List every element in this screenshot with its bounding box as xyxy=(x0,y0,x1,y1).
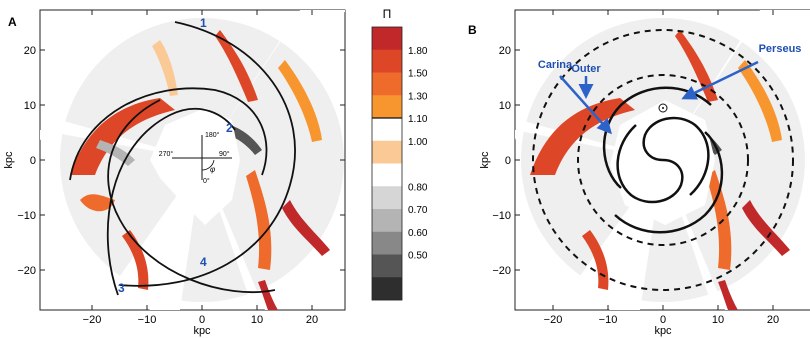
panel-a-map xyxy=(40,10,345,310)
panel-a-y-ticks: 20 10 0 −10 −20 xyxy=(17,45,345,277)
colorbar-label: 1.80 xyxy=(408,46,428,57)
y-tick-label: −20 xyxy=(492,265,511,277)
panel-b-letter: B xyxy=(468,23,477,37)
y-tick-label: −10 xyxy=(492,210,511,222)
panel-b: B xyxy=(468,9,810,337)
colorbar: Π 1.80 1.50 1.30 1.10 1.00 0.80 0.70 0.60 0.50 xyxy=(371,7,428,301)
y-tick-label: 10 xyxy=(24,100,36,112)
colorbar-swatch xyxy=(372,231,402,255)
arm-number-2: 2 xyxy=(226,121,233,135)
y-tick-label: −10 xyxy=(17,210,36,222)
panel-b-y-ticks: 20 10 0 −10 −20 xyxy=(492,45,520,277)
panel-a-letter: A xyxy=(8,15,17,29)
y-tick-label: −20 xyxy=(17,265,36,277)
panel-a-arms xyxy=(69,21,296,296)
colorbar-swatch xyxy=(372,186,402,210)
x-tick-label: −10 xyxy=(138,314,157,326)
y-tick-label: 10 xyxy=(499,100,511,112)
sun-marker-dot xyxy=(662,107,664,109)
panel-b-center-mask xyxy=(610,100,715,225)
colorbar-label: 0.70 xyxy=(408,205,428,216)
panel-b-dashed-rings xyxy=(532,29,794,291)
panel-b-ylabel: kpc xyxy=(479,151,491,169)
arm-number-1: 1 xyxy=(200,16,207,30)
x-tick-label: 0 xyxy=(660,314,666,326)
panel-a-x-ticks: −20 −10 0 10 20 xyxy=(83,10,318,326)
annotation-perseus: Perseus xyxy=(759,43,802,55)
colorbar-labels: 1.80 1.50 1.30 1.10 1.00 0.80 0.70 0.60 0.50 xyxy=(408,46,428,262)
panel-b-xlabel: kpc xyxy=(654,325,672,337)
colorbar-label: 1.10 xyxy=(408,114,428,125)
colorbar-swatch xyxy=(372,72,402,96)
panel-a-ylabel: kpc xyxy=(3,151,15,169)
compass-label-bottom: 0° xyxy=(203,177,210,185)
colorbar-frame xyxy=(371,26,403,301)
compass-label-top: 180° xyxy=(205,131,220,139)
x-tick-label: 0 xyxy=(199,314,205,326)
colorbar-label: 0.50 xyxy=(408,251,428,262)
x-tick-label: −20 xyxy=(544,314,563,326)
colorbar-swatch xyxy=(372,118,402,142)
y-tick-label: 0 xyxy=(505,155,511,167)
perseus-arrow xyxy=(681,60,759,100)
colorbar-swatch xyxy=(372,140,402,164)
carina-arrow xyxy=(559,75,612,135)
arm-number-3: 3 xyxy=(118,281,125,295)
x-tick-label: 10 xyxy=(712,314,724,326)
arm-number-4: 4 xyxy=(200,255,207,269)
y-tick-label: 20 xyxy=(499,45,511,57)
arm-number-labels: 1 2 3 4 xyxy=(118,16,233,295)
annotation-outer: Outer xyxy=(571,63,601,75)
colorbar-label: 1.30 xyxy=(408,91,428,102)
panel-b-arrows xyxy=(559,60,759,135)
y-tick-label: 20 xyxy=(24,45,36,57)
colorbar-swatch xyxy=(372,277,402,301)
colorbar-swatch xyxy=(372,163,402,187)
colorbar-label: 1.50 xyxy=(408,69,428,80)
colorbar-label: 0.60 xyxy=(408,228,428,239)
colorbar-swatches xyxy=(372,27,402,301)
x-tick-label: −20 xyxy=(83,314,102,326)
panel-a-center-mask xyxy=(150,108,240,225)
x-tick-label: −10 xyxy=(599,314,618,326)
panel-a-overdensity-patches xyxy=(70,30,330,310)
colorbar-label: 0.80 xyxy=(408,182,428,193)
colorbar-swatch xyxy=(372,49,402,73)
panel-b-overdensity-patches xyxy=(530,30,790,310)
sun-compass: 180° 270° 90° 0° φ xyxy=(159,131,232,185)
colorbar-swatch xyxy=(372,95,402,119)
panel-a: A xyxy=(3,9,346,337)
colorbar-title: Π xyxy=(383,7,392,21)
compass-label-left: 270° xyxy=(159,150,174,158)
compass-label-right: 90° xyxy=(219,150,230,158)
colorbar-swatch xyxy=(372,254,402,278)
x-tick-label: 10 xyxy=(251,314,263,326)
y-tick-label: 0 xyxy=(30,155,36,167)
panel-b-annotations: Outer Perseus Carina xyxy=(538,43,802,75)
colorbar-swatch xyxy=(372,209,402,233)
x-tick-label: 20 xyxy=(767,314,779,326)
panel-b-x-ticks: −20 −10 0 10 20 xyxy=(544,10,779,326)
colorbar-swatch xyxy=(372,27,402,51)
sun-marker xyxy=(658,103,668,113)
annotation-carina: Carina xyxy=(538,59,573,71)
colorbar-label: 1.00 xyxy=(408,137,428,148)
panel-a-xlabel: kpc xyxy=(193,325,211,337)
x-tick-label: 20 xyxy=(306,314,318,326)
compass-label-angle: φ xyxy=(210,165,215,174)
panel-b-map xyxy=(515,10,810,310)
